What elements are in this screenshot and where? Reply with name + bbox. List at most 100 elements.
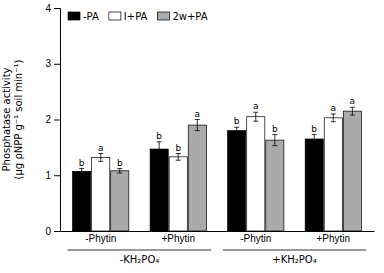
y-axis-title-line: Phosphatase activity xyxy=(1,67,12,171)
y-tick-mark xyxy=(54,175,60,176)
error-bar xyxy=(272,135,277,146)
error-bar-line xyxy=(312,134,317,135)
error-bar-line xyxy=(253,121,258,122)
legend-item: I+PA xyxy=(109,11,148,22)
significance-letter: a xyxy=(331,103,337,113)
bar xyxy=(169,157,187,231)
error-bar xyxy=(98,154,103,162)
error-bar-line xyxy=(274,135,275,146)
error-bar xyxy=(253,112,258,121)
error-bar-line xyxy=(331,113,336,114)
error-bar-line xyxy=(195,130,200,131)
error-bar-line xyxy=(195,119,200,120)
marks xyxy=(73,107,362,231)
x-tick-label: +Phytin xyxy=(316,233,350,244)
x-tick-label: -Phytin xyxy=(85,233,116,244)
error-bar-line xyxy=(81,169,82,175)
y-tick: 3 xyxy=(45,58,60,69)
group-label: -KH₂PO₄ xyxy=(120,254,160,265)
y-tick: 2 xyxy=(45,114,60,125)
significance-letter: b xyxy=(117,158,123,168)
error-bar-line xyxy=(117,168,122,169)
error-bar-line xyxy=(272,134,277,135)
error-bar-line xyxy=(176,160,181,161)
x-tick-label: +Phytin xyxy=(161,233,195,244)
error-bar-line xyxy=(157,141,162,142)
y-tick: 0 xyxy=(45,226,60,237)
y-tick-label: 4 xyxy=(45,3,51,14)
error-bar-line xyxy=(350,107,355,108)
x-axis-line xyxy=(61,231,375,232)
error-bar xyxy=(79,169,84,175)
y-tick-mark xyxy=(54,8,60,9)
bar xyxy=(305,139,323,231)
error-bar-line xyxy=(234,133,239,134)
error-bar xyxy=(234,127,239,134)
x-tick-label: -Phytin xyxy=(240,233,271,244)
error-bar-line xyxy=(331,121,336,122)
legend-swatch xyxy=(157,12,169,20)
error-bar-line xyxy=(312,143,317,144)
x-tick: -Phytin xyxy=(85,231,116,244)
significance-letter: b xyxy=(79,158,85,168)
error-bar-line xyxy=(314,135,315,144)
category-groups: -KH₂PO₄ +KH₂PO₄ xyxy=(68,250,367,265)
y-tick-mark xyxy=(54,231,60,232)
error-bar-line xyxy=(236,127,237,134)
group-bracket xyxy=(68,250,212,251)
bar xyxy=(73,171,91,231)
error-bar-line xyxy=(234,127,239,128)
significance-letter: b xyxy=(234,116,240,126)
legend-item: -PA xyxy=(68,11,99,22)
error-bar-line xyxy=(159,142,160,156)
bar xyxy=(324,118,342,231)
y-tick-label: 3 xyxy=(45,58,51,69)
bar xyxy=(343,111,361,231)
error-bar-line xyxy=(100,154,101,162)
legend-swatch xyxy=(68,12,80,20)
bar xyxy=(150,149,168,231)
bar xyxy=(228,131,246,231)
error-bar xyxy=(117,169,122,173)
error-bar xyxy=(350,107,355,115)
significance-letter: b xyxy=(272,124,278,134)
significance-letter: b xyxy=(311,124,317,134)
legend-item: 2w+PA xyxy=(157,11,207,22)
y-tick: 1 xyxy=(45,170,60,181)
y-axis: 0 1 2 3 4 xyxy=(45,3,60,237)
significance-letter: b xyxy=(156,131,162,141)
group-label: +KH₂PO₄ xyxy=(272,254,316,265)
y-axis-title: Phosphatase activity(µg ρNPP g⁻¹ soil mi… xyxy=(1,60,24,180)
error-bar-line xyxy=(352,107,353,115)
significance-letter: a xyxy=(253,101,259,111)
x-tick: +Phytin xyxy=(316,231,350,244)
error-bar-line xyxy=(98,161,103,162)
error-bar-line xyxy=(176,153,181,154)
y-tick-label: 0 xyxy=(45,226,51,237)
y-axis-line xyxy=(54,9,61,232)
error-bar-line xyxy=(157,156,162,157)
bar xyxy=(92,157,110,231)
error-bar xyxy=(312,135,317,144)
letters: bbbbabaababa xyxy=(79,96,355,167)
error-bar xyxy=(157,142,162,156)
error-bar-line xyxy=(272,145,277,146)
error-bar xyxy=(331,114,336,122)
significance-letter: b xyxy=(175,143,181,153)
bar xyxy=(111,171,129,231)
legend-label: I+PA xyxy=(124,11,148,22)
legend-label: -PA xyxy=(83,11,99,22)
chart: 01234-Phytin+Phytin-Phytin+Phytin-KH₂PO₄… xyxy=(0,0,384,273)
error-bar-line xyxy=(98,153,103,154)
legend: -PA I+PA 2w+PA xyxy=(68,11,208,22)
x-tick: +Phytin xyxy=(161,231,195,244)
y-tick-label: 1 xyxy=(45,170,51,181)
error-bar-line xyxy=(117,173,122,174)
bar xyxy=(247,117,265,231)
x-tick: -Phytin xyxy=(240,231,271,244)
error-bar-line xyxy=(253,112,258,113)
error-bar xyxy=(195,120,200,131)
error-bar-line xyxy=(333,114,334,122)
y-tick: 4 xyxy=(45,3,60,14)
error-bar-line xyxy=(178,154,179,161)
